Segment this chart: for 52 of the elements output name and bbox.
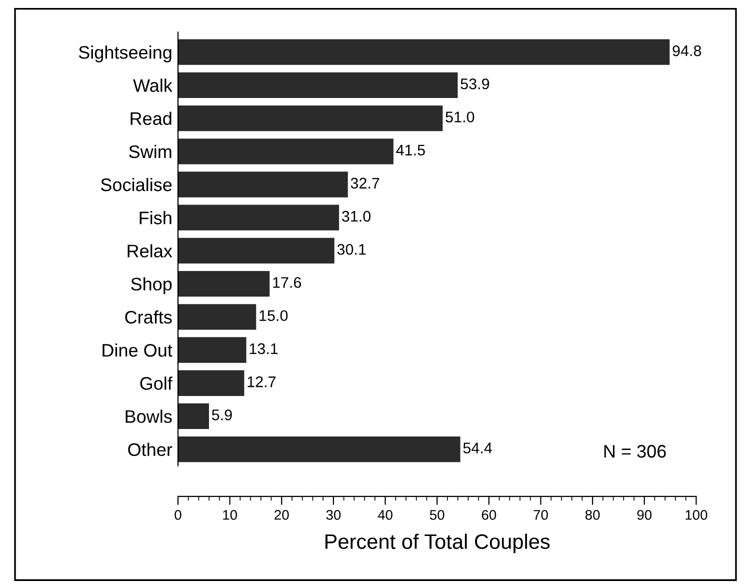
data-label: 13.1 xyxy=(250,343,278,354)
bar xyxy=(178,39,670,65)
bar xyxy=(178,238,334,264)
bar xyxy=(178,436,460,462)
x-axis-title: Percent of Total Couples xyxy=(325,534,550,554)
x-tick-label: 80 xyxy=(585,510,600,520)
bar xyxy=(178,138,394,164)
data-label: 12.7 xyxy=(248,376,276,388)
x-tick-label: 20 xyxy=(274,510,289,520)
bar xyxy=(178,370,244,396)
annotation: N = 306 xyxy=(604,444,666,458)
x-tick-label: 10 xyxy=(223,510,237,520)
y-tick-label: Golf xyxy=(140,376,172,390)
data-label: 51.0 xyxy=(446,112,474,122)
data-label: 32.7 xyxy=(350,178,380,189)
x-tick-label: 90 xyxy=(637,510,652,520)
y-tick-label: Socialise xyxy=(100,178,172,192)
data-label: 15.0 xyxy=(260,310,288,322)
y-tick-label: Dine Out xyxy=(102,343,172,357)
data-label: 31.0 xyxy=(342,210,371,222)
x-tick-label: 0 xyxy=(174,510,182,520)
y-tick-label: Shop xyxy=(131,277,172,294)
data-label: 54.4 xyxy=(463,442,492,454)
data-label: 53.9 xyxy=(460,78,490,90)
bar xyxy=(178,72,458,98)
x-tick-label: 50 xyxy=(430,510,444,520)
y-tick-label: Crafts xyxy=(125,310,172,324)
x-tick-label: 60 xyxy=(482,510,496,520)
x-tick-label: 40 xyxy=(378,510,392,520)
y-tick-label: Sightseeing xyxy=(78,46,172,62)
data-label: 5.9 xyxy=(212,410,232,420)
bar xyxy=(178,337,246,363)
bar xyxy=(178,172,348,198)
x-tick-label: 30 xyxy=(326,510,341,520)
data-label: 30.1 xyxy=(337,244,366,255)
x-tick-label: 70 xyxy=(534,510,548,520)
x-tick-label: 100 xyxy=(686,510,708,520)
y-tick-label: Other xyxy=(128,442,172,456)
bar xyxy=(178,304,256,330)
y-tick-label: Walk xyxy=(133,78,172,92)
bar xyxy=(178,270,270,297)
y-tick-label: Fish xyxy=(140,211,172,224)
y-tick-label: Relax xyxy=(128,244,172,258)
y-tick-label: Swim xyxy=(129,144,172,158)
data-label: 17.6 xyxy=(273,277,302,288)
bar xyxy=(178,105,443,132)
bar xyxy=(178,204,340,230)
data-label: 41.5 xyxy=(396,144,425,156)
bar xyxy=(178,403,209,430)
y-tick-label: Bowls xyxy=(126,410,172,423)
y-tick-label: Read xyxy=(130,112,172,126)
data-label: 94.8 xyxy=(672,45,702,56)
